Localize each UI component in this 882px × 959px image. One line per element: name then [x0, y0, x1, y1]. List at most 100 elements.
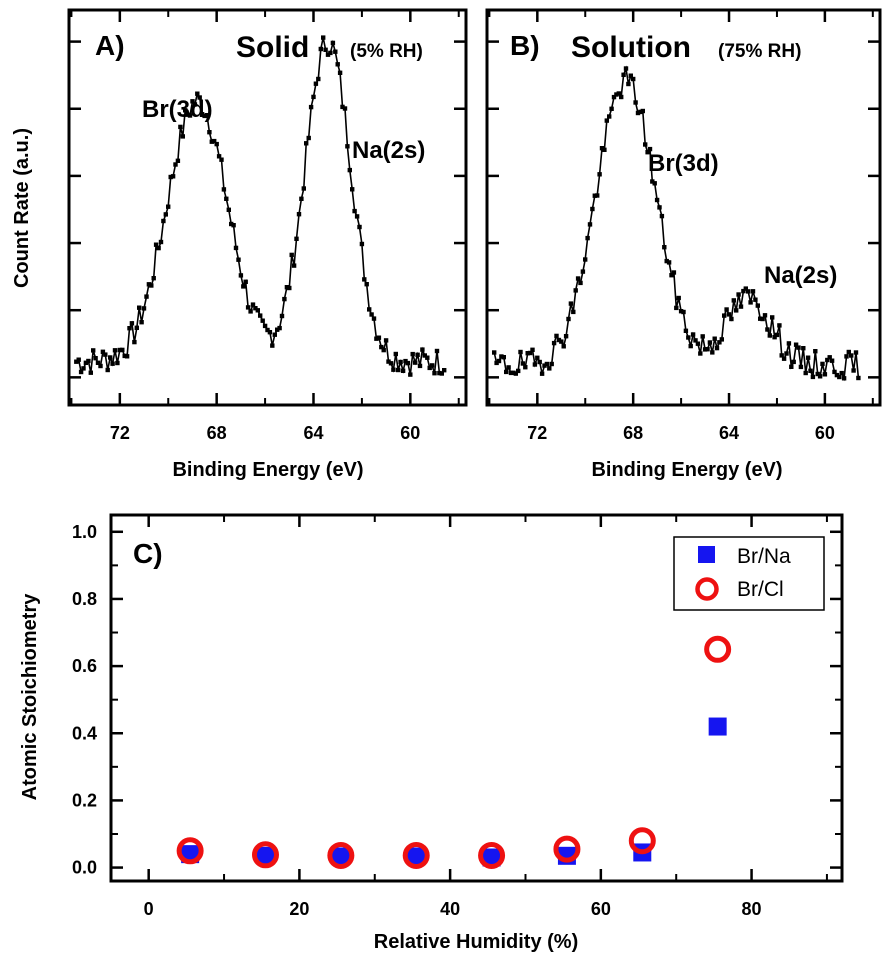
spectrum-point [746, 289, 751, 294]
spectrum-point [381, 347, 386, 353]
point-br-cl [478, 841, 506, 869]
spectrum-point [95, 360, 101, 365]
spectrum-point [561, 344, 566, 349]
spectrum-point [724, 307, 729, 312]
spectrum-point [415, 352, 420, 357]
spectrum-point [202, 113, 207, 119]
point-br-na [256, 846, 275, 865]
spectrum-point [839, 370, 844, 376]
point-br-na [331, 847, 350, 866]
spectrum-point [666, 260, 672, 265]
spectrum-point [786, 341, 792, 346]
spectrum-point [212, 138, 217, 144]
spectrum-point [573, 288, 578, 293]
spectrum-point [626, 81, 631, 87]
spectrum-point [255, 308, 260, 313]
spectrum-point [108, 355, 113, 360]
spectrum-point [700, 334, 705, 339]
spectrum-point [784, 351, 789, 356]
spectrum-point [657, 205, 662, 210]
x-tick-label: 60 [591, 899, 611, 919]
spectrum-point [698, 351, 703, 356]
spectrum-point [139, 320, 144, 325]
spectrum-point [568, 301, 574, 306]
spectrum-point [270, 343, 275, 348]
spectrum-point [726, 312, 732, 317]
spectrum-point [645, 150, 650, 155]
spectrum-point [633, 100, 638, 105]
panel-b-x-axis-label: Binding Energy (eV) [591, 459, 782, 481]
spectrum-point [774, 332, 780, 338]
spectrum-point [544, 361, 550, 367]
spectrum-point [432, 371, 437, 376]
spectrum-point [566, 316, 571, 322]
spectrum-point [100, 349, 106, 354]
spectrum-point [494, 360, 499, 366]
spectrum-point [132, 339, 137, 345]
spectrum-point [267, 330, 273, 335]
spectrum-point [195, 91, 200, 96]
point-br-cl [704, 635, 732, 663]
spectrum-point [631, 76, 636, 82]
spectrum-point [643, 142, 648, 147]
spectrum-point [81, 366, 86, 371]
spectrum-point [607, 114, 612, 119]
spectrum-point [386, 359, 391, 364]
x-tick-label: 64 [719, 423, 739, 443]
panel-b-annotation-br3d: Br(3d) [648, 150, 719, 177]
spectrum-point [760, 316, 765, 322]
spectrum-point [604, 118, 609, 123]
spectrum-point [117, 347, 122, 353]
spectrum-point [345, 144, 350, 149]
spectrum-point [731, 298, 736, 303]
spectrum-point [710, 350, 715, 355]
spectrum-point [357, 224, 362, 230]
spectrum-point [690, 332, 696, 337]
spectrum-point [183, 108, 188, 113]
spectrum-point [748, 300, 753, 305]
spectrum-point [832, 369, 837, 375]
spectrum-point [523, 365, 528, 370]
point-br-cl [628, 827, 656, 855]
panel-a-y-axis-label: Count Rate (a.u.) [11, 128, 33, 288]
point-br-cl [553, 835, 581, 863]
spectrum-point [277, 325, 282, 331]
spectrum-point [333, 49, 338, 54]
spectrum-point [559, 339, 564, 344]
spectrum-point [707, 340, 713, 345]
spectrum-point [74, 359, 79, 364]
panel-a-annotation-na2s: Na(2s) [352, 137, 425, 164]
x-tick-label: 68 [623, 423, 643, 443]
spectrum-point [122, 353, 127, 359]
spectrum-point [681, 309, 686, 315]
spectrum-point [717, 340, 722, 345]
spectrum-point [571, 309, 576, 315]
spectrum-point [585, 235, 590, 241]
spectrum-point [575, 276, 581, 281]
spectrum-point [609, 106, 614, 111]
spectrum-point [224, 196, 229, 201]
spectrum-point [110, 361, 115, 366]
spectrum-point [146, 282, 152, 287]
spectrum-point [410, 351, 415, 357]
spectrum-point [808, 368, 813, 373]
spectrum-point [722, 313, 727, 318]
spectrum-point [758, 316, 763, 321]
spectrum-point [827, 355, 832, 360]
spectrum-point [362, 277, 367, 282]
spectrum-point [542, 363, 547, 368]
spectrum-point [231, 223, 236, 228]
spectrum-point [185, 112, 190, 117]
spectrum-point [374, 336, 379, 341]
spectrum-point [103, 352, 108, 357]
spectrum-point [299, 196, 304, 201]
spectrum-point [311, 94, 316, 100]
spectrum-point [650, 179, 655, 184]
spectrum-point [178, 124, 183, 130]
point-br-cl [251, 841, 279, 869]
spectrum-point [166, 204, 171, 209]
spectrum-point [323, 47, 328, 52]
spectrum-point [501, 355, 506, 360]
spectrum-point [321, 35, 326, 40]
